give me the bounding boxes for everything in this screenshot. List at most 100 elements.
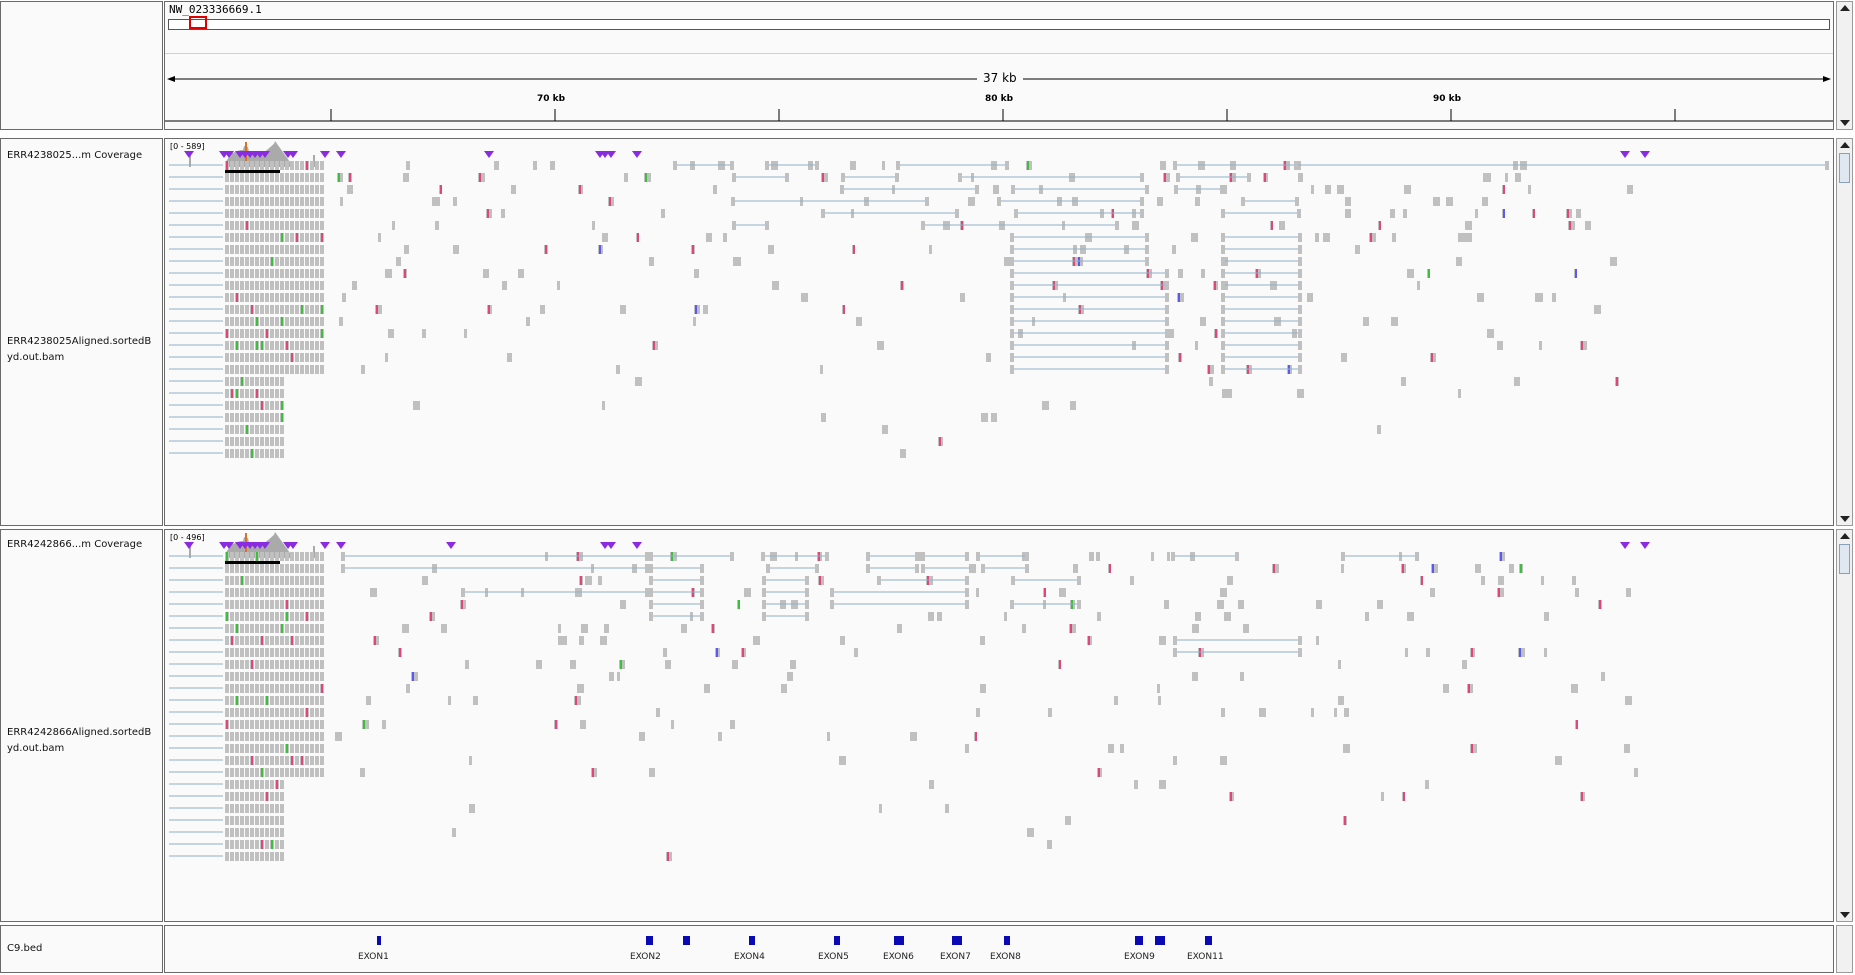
read — [240, 612, 244, 621]
read — [225, 564, 229, 573]
read — [1014, 209, 1018, 218]
read — [1010, 305, 1014, 314]
read — [290, 624, 294, 633]
mismatch — [286, 744, 288, 753]
read — [270, 792, 274, 801]
track1-data-panel[interactable]: [0 - 589] — [164, 138, 1834, 526]
scroll-up-icon[interactable] — [1840, 142, 1850, 148]
read — [260, 209, 264, 218]
read — [665, 660, 671, 669]
read — [310, 293, 314, 302]
track1-coverage-label[interactable]: ERR4238025...m Coverage — [7, 150, 143, 161]
read — [280, 804, 284, 813]
ruler-scrollbar[interactable] — [1836, 1, 1853, 130]
scroll-down-icon[interactable] — [1840, 912, 1850, 918]
read — [1173, 756, 1177, 765]
read — [295, 636, 299, 645]
track1-svg[interactable] — [165, 139, 1834, 526]
read — [270, 377, 274, 386]
read — [265, 756, 269, 765]
read — [609, 672, 614, 681]
scroll-up-icon[interactable] — [1840, 533, 1850, 539]
read — [265, 413, 269, 422]
read — [866, 564, 870, 573]
read — [245, 792, 249, 801]
track2-svg[interactable] — [165, 530, 1834, 922]
read — [280, 377, 284, 386]
read — [732, 173, 736, 182]
read — [235, 756, 239, 765]
read — [290, 257, 294, 266]
bed-scrollbar[interactable] — [1836, 925, 1853, 973]
read — [280, 221, 284, 230]
bed-svg[interactable] — [165, 926, 1834, 973]
bed-name-panel[interactable]: C9.bed — [0, 925, 163, 973]
read — [280, 365, 284, 374]
read — [1221, 245, 1225, 254]
track2-alignment-label[interactable]: ERR4242866Aligned.sortedByd.out.bam — [7, 727, 152, 754]
read — [290, 648, 294, 657]
read — [270, 612, 274, 621]
scroll-up-icon[interactable] — [1840, 5, 1850, 11]
read — [991, 413, 997, 422]
read — [315, 576, 319, 585]
read — [275, 828, 279, 837]
read — [230, 293, 234, 302]
read — [598, 576, 602, 585]
read — [300, 660, 304, 669]
read — [1497, 341, 1503, 350]
scroll-thumb[interactable] — [1839, 544, 1850, 574]
exon-label: EXON7 — [940, 952, 971, 962]
read — [260, 221, 264, 230]
track1-scrollbar[interactable] — [1836, 138, 1853, 526]
current-region-box[interactable] — [189, 16, 207, 29]
track1-alignment-label[interactable]: ERR4238025Aligned.sortedByd.out.bam — [7, 336, 152, 363]
read — [290, 161, 294, 170]
chromosome-ideogram[interactable] — [168, 19, 1830, 30]
read — [235, 720, 239, 729]
read — [230, 828, 234, 837]
read — [235, 233, 239, 242]
read — [295, 257, 299, 266]
read — [225, 672, 229, 681]
mismatch — [575, 696, 577, 705]
track2-coverage-label[interactable]: ERR4242866...m Coverage — [7, 539, 143, 550]
read — [310, 305, 314, 314]
read — [270, 696, 274, 705]
read — [315, 185, 319, 194]
mismatch — [1178, 293, 1180, 302]
exon-label: EXON1 — [358, 952, 389, 962]
read — [315, 197, 319, 206]
read — [765, 221, 769, 230]
mismatch — [843, 305, 845, 314]
track2-data-panel[interactable]: [0 - 496] — [164, 529, 1834, 922]
read — [225, 792, 229, 801]
read — [225, 780, 229, 789]
read — [275, 744, 279, 753]
scroll-down-icon[interactable] — [1840, 516, 1850, 522]
read — [250, 672, 254, 681]
bed-data-panel[interactable]: EXON1 EXON2 EXON4 EXON5 EXON6 EXON7 EXON… — [164, 925, 1834, 973]
read — [235, 672, 239, 681]
bed-track-label[interactable]: C9.bed — [7, 943, 43, 954]
scroll-thumb[interactable] — [1839, 153, 1850, 183]
mismatch — [301, 305, 303, 314]
read — [1425, 780, 1429, 789]
track2-scrollbar[interactable] — [1836, 529, 1853, 922]
track1-name-panel[interactable]: ERR4238025...m Coverage ERR4238025Aligne… — [0, 138, 163, 526]
read — [581, 624, 588, 633]
read — [260, 648, 264, 657]
read — [280, 293, 284, 302]
track1-coverage-range: [0 - 589] — [170, 142, 205, 151]
read — [1458, 389, 1461, 398]
read — [275, 636, 279, 645]
track2-name-panel[interactable]: ERR4242866...m Coverage ERR4242866Aligne… — [0, 529, 163, 922]
read — [1165, 281, 1169, 290]
scroll-down-icon[interactable] — [1840, 120, 1850, 126]
read — [230, 269, 234, 278]
read — [265, 660, 269, 669]
read — [285, 257, 289, 266]
read — [230, 660, 234, 669]
read — [260, 365, 264, 374]
read — [305, 696, 309, 705]
